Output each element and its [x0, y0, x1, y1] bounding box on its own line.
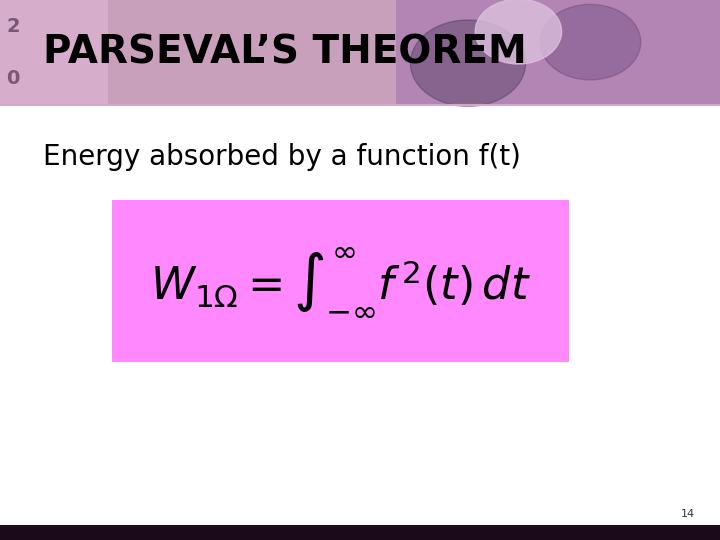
FancyBboxPatch shape	[112, 200, 569, 362]
Text: $W_{1\Omega} = \int_{-\infty}^{\infty} f^{\,2}(t)\,dt$: $W_{1\Omega} = \int_{-\infty}^{\infty} f…	[150, 245, 531, 316]
Text: 2: 2	[6, 17, 19, 36]
Circle shape	[410, 20, 526, 106]
FancyBboxPatch shape	[0, 525, 720, 540]
Text: 14: 14	[680, 509, 695, 519]
FancyBboxPatch shape	[396, 0, 720, 105]
Circle shape	[540, 4, 641, 80]
Text: Energy absorbed by a function f(t): Energy absorbed by a function f(t)	[43, 143, 521, 171]
FancyBboxPatch shape	[0, 0, 108, 105]
Circle shape	[475, 0, 562, 64]
Text: PARSEVAL’S THEOREM: PARSEVAL’S THEOREM	[43, 33, 527, 72]
FancyBboxPatch shape	[0, 0, 720, 105]
Text: 0: 0	[6, 70, 19, 89]
